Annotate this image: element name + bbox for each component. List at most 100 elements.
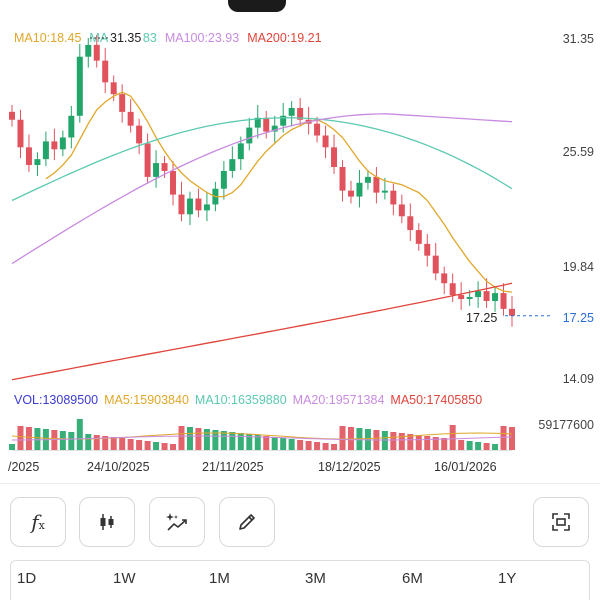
candle-body	[34, 159, 41, 166]
volume-bar	[398, 433, 405, 450]
volume-bar	[153, 442, 160, 450]
range-1m[interactable]: 1M	[209, 570, 230, 587]
volume-bar	[441, 438, 448, 450]
candle-body	[144, 143, 151, 177]
volume-bar	[76, 419, 83, 450]
ma100-line	[11, 113, 513, 265]
volume-bar	[102, 436, 109, 450]
current-price-right-label: 17.25	[562, 311, 594, 325]
volume-bar	[381, 431, 388, 450]
volume-bar	[466, 441, 473, 450]
volume-bar	[9, 444, 15, 450]
volume-bar	[500, 426, 507, 450]
volume-bar	[34, 428, 41, 450]
volume-bar	[305, 441, 312, 450]
volume-bar	[68, 432, 75, 450]
volume-bar	[203, 429, 210, 450]
volume-bar	[407, 434, 414, 450]
candle-body	[441, 273, 448, 284]
volume-bar	[246, 434, 253, 450]
volume-bar	[492, 444, 499, 450]
volume-bar	[229, 432, 236, 450]
volume-bar	[263, 436, 270, 450]
price-axis-label: 14.09	[562, 372, 594, 386]
high-marker-label: 31.35	[108, 31, 144, 45]
range-1y[interactable]: 1Y	[498, 570, 517, 587]
function-button[interactable]: fx	[10, 497, 66, 547]
candle-body	[85, 44, 92, 57]
candle-body	[229, 159, 236, 171]
candle-body	[373, 176, 380, 193]
candle-body	[288, 107, 295, 116]
vol-ma20-label: MA20:19571384	[292, 393, 385, 407]
candle-body	[500, 293, 507, 309]
volume-max-label: 59177600	[538, 418, 594, 432]
volume-bar	[136, 440, 143, 450]
vol-ma20-line	[12, 435, 513, 441]
candle-body	[186, 198, 193, 215]
candle-body	[136, 125, 143, 144]
volume-bar	[280, 438, 287, 450]
ma10-line	[45, 91, 513, 293]
candle-body	[42, 141, 49, 160]
volume-bar	[186, 427, 193, 450]
volume-bar	[432, 437, 439, 450]
volume-bar	[254, 435, 261, 450]
ma100-label: MA100:23.93	[164, 31, 240, 45]
volume-bar	[25, 427, 32, 450]
candle-body	[458, 295, 465, 300]
candle-body	[170, 170, 177, 195]
candle-body	[339, 167, 346, 191]
ai-indicator-button[interactable]	[149, 497, 205, 547]
price-axis-label: 19.84	[562, 260, 594, 274]
candle-body	[331, 147, 338, 168]
candle-body	[25, 147, 32, 166]
fullscreen-icon	[552, 513, 570, 531]
candle-body	[466, 297, 473, 300]
candle-body	[161, 163, 168, 171]
candle-body	[195, 198, 202, 211]
candle-body	[322, 135, 329, 148]
candle-body	[127, 111, 134, 126]
price-axis-label: 25.59	[562, 145, 594, 159]
candle-body	[364, 176, 371, 183]
volume-bar	[195, 428, 202, 450]
volume-bar	[322, 443, 329, 450]
candle-body	[246, 127, 253, 144]
candle-body	[76, 56, 83, 116]
draw-button[interactable]	[219, 497, 275, 547]
ma200-label: MA200:19.21	[247, 31, 322, 45]
volume-bar	[339, 426, 346, 450]
ma10-label: MA10:18.45	[14, 31, 82, 45]
time-range-bar	[10, 560, 590, 600]
candle-body	[263, 117, 270, 132]
range-3m[interactable]: 3M	[305, 570, 326, 587]
top-handle	[228, 0, 286, 12]
ma200-line	[11, 282, 513, 381]
range-1w[interactable]: 1W	[113, 570, 136, 587]
candlestick-button[interactable]	[79, 497, 135, 547]
candle-body	[509, 308, 515, 316]
candle-body	[153, 163, 160, 177]
volume-bar	[85, 434, 92, 450]
candle-body	[102, 60, 109, 83]
date-label: 16/01/2026	[434, 460, 497, 474]
candle-body	[51, 141, 58, 150]
candle-body	[110, 82, 117, 95]
candle-body	[407, 216, 414, 231]
candle-body	[68, 115, 75, 138]
candle-body	[203, 204, 210, 211]
fullscreen-button[interactable]	[533, 497, 589, 547]
volume-bar	[458, 440, 465, 450]
candle-body	[280, 115, 287, 126]
candle-body	[178, 194, 185, 215]
date-label: 24/10/2025	[87, 460, 150, 474]
candle-body	[381, 190, 388, 193]
volume-bar	[449, 425, 456, 450]
range-6m[interactable]: 6M	[402, 570, 423, 587]
range-1d[interactable]: 1D	[17, 570, 37, 587]
vol-ma5-label: MA5:15903840	[104, 393, 189, 407]
volume-bar	[390, 432, 397, 450]
candle-body	[9, 111, 15, 120]
price-chart[interactable]	[0, 0, 600, 480]
